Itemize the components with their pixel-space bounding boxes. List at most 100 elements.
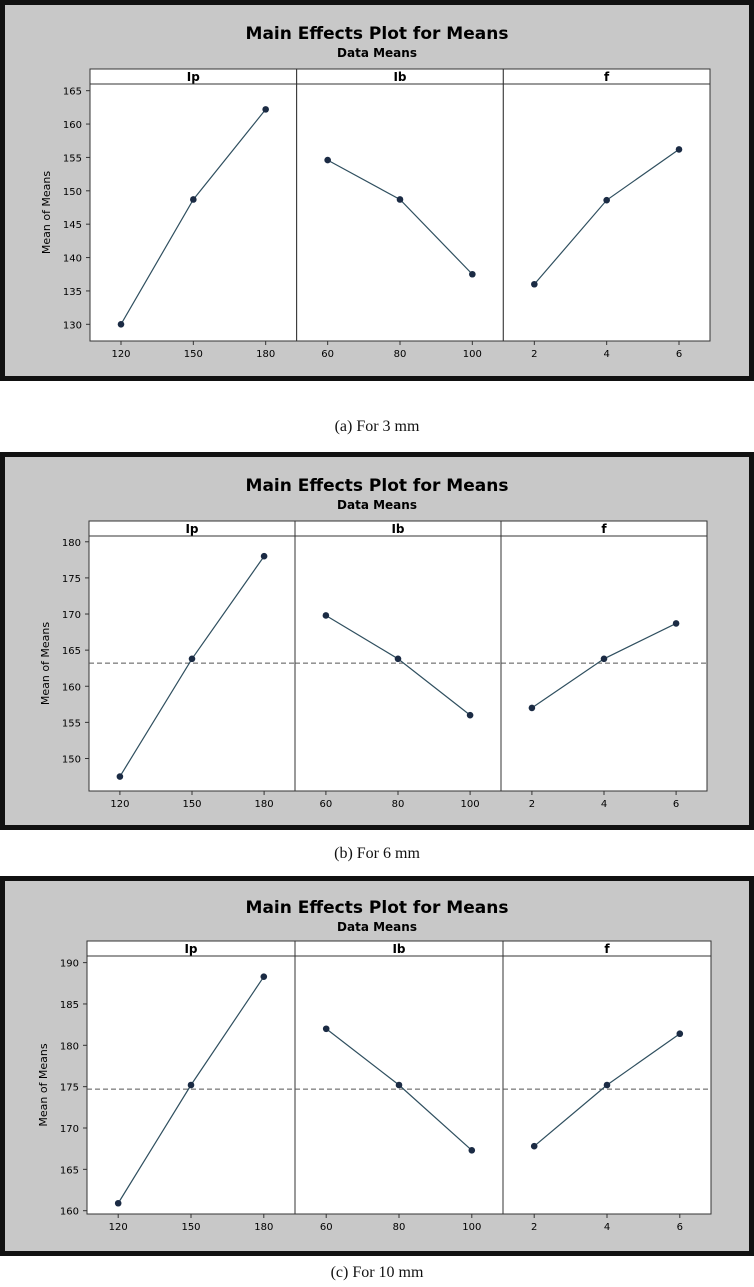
x-tick-label: 180 [256, 349, 275, 360]
caption-a: (a) For 3 mm [334, 418, 420, 435]
x-tick-label: 2 [529, 799, 535, 810]
panel-title-f: f [604, 70, 610, 84]
data-point-ip-120 [114, 1199, 122, 1207]
y-tick-label: 170 [60, 1124, 79, 1135]
panel-plot-area-ib [296, 83, 504, 342]
data-point-f-2 [530, 1142, 538, 1150]
y-tick-label: 150 [62, 754, 81, 765]
main-effects-chart-a: Main Effects Plot for Means Data Means Mea… [5, 5, 749, 376]
y-tick-label: 175 [60, 1083, 79, 1094]
y-tick-label: 160 [63, 120, 82, 131]
data-point-f-2 [531, 280, 538, 288]
data-point-f-2 [528, 704, 536, 712]
data-point-ib-100 [469, 270, 476, 278]
y-tick-label: 160 [62, 682, 81, 693]
data-point-f-4 [603, 1081, 611, 1089]
x-tick-label: 2 [531, 349, 537, 360]
data-point-ip-180 [262, 106, 269, 113]
panel-plot-area-f [502, 83, 711, 342]
y-tick-label: 180 [60, 1041, 79, 1052]
x-tick-label: 180 [255, 799, 274, 810]
x-tick-label: 4 [604, 1222, 610, 1233]
data-point-ib-60 [324, 156, 331, 164]
y-axis-label: Mean of Means [37, 1043, 50, 1127]
x-tick-label: 120 [109, 1222, 128, 1233]
y-tick-label: 140 [63, 254, 82, 265]
x-tick-label: 120 [111, 349, 130, 360]
data-point-f-6 [675, 146, 683, 153]
data-point-ip-150 [187, 1081, 195, 1089]
panel-title-ip: Ip [185, 522, 198, 536]
chart-c-frame: Main Effects Plot for Means Data Means Mea… [0, 876, 754, 1256]
y-tick-label: 160 [60, 1207, 79, 1218]
y-tick-label: 170 [62, 610, 81, 621]
chart-a-frame: Main Effects Plot for Means Data Means Mea… [0, 0, 754, 381]
data-point-ip-150 [190, 196, 197, 203]
chart-title: Main Effects Plot for Means [246, 476, 509, 496]
panel-title-f: f [601, 522, 607, 536]
data-point-ip-120 [117, 321, 125, 328]
panel-plot-area-ip [88, 535, 296, 792]
x-tick-label: 60 [320, 799, 333, 810]
panel-title-f: f [604, 942, 610, 956]
x-tick-label: 60 [320, 1222, 333, 1233]
y-tick-label: 135 [63, 287, 82, 298]
caption-b: (b) For 6 mm [334, 845, 420, 862]
x-tick-label: 120 [110, 799, 129, 810]
chart-b-frame: Main Effects Plot for Means Data Means Mea… [0, 452, 754, 830]
caption-c: (c) For 10 mm [330, 1264, 424, 1281]
data-point-f-4 [600, 655, 608, 663]
data-point-ib-60 [322, 1025, 330, 1033]
x-tick-label: 150 [184, 349, 203, 360]
y-tick-label: 165 [60, 1165, 79, 1176]
x-tick-label: 80 [393, 1222, 406, 1233]
x-tick-label: 100 [461, 799, 480, 810]
data-point-ib-80 [394, 655, 402, 663]
x-tick-label: 60 [321, 349, 334, 360]
data-point-ib-80 [396, 196, 404, 203]
main-effects-chart-c: Main Effects Plot for Means Data Means Mea… [5, 881, 749, 1251]
x-tick-label: 80 [392, 799, 405, 810]
x-tick-label: 6 [676, 349, 682, 360]
x-tick-label: 2 [531, 1222, 537, 1233]
panel-title-ib: Ib [391, 522, 404, 536]
x-tick-label: 180 [254, 1222, 273, 1233]
panel-plot-area-ip [89, 83, 298, 342]
x-tick-label: 4 [601, 799, 607, 810]
data-point-ib-100 [466, 711, 474, 719]
panel-title-ib: Ib [392, 942, 405, 956]
y-tick-label: 190 [60, 959, 79, 970]
data-point-ib-80 [395, 1081, 403, 1089]
x-tick-label: 6 [673, 799, 679, 810]
x-tick-label: 6 [677, 1222, 683, 1233]
chart-subtitle: Data Means [337, 498, 417, 512]
data-point-f-6 [672, 620, 680, 627]
y-axis-label: Mean of Means [39, 622, 52, 706]
x-tick-label: 100 [462, 1222, 481, 1233]
data-point-f-6 [676, 1030, 684, 1038]
chart-subtitle: Data Means [337, 920, 417, 934]
y-tick-label: 145 [63, 220, 82, 231]
x-tick-label: 150 [182, 799, 201, 810]
data-point-ip-120 [116, 773, 124, 780]
y-tick-label: 180 [62, 538, 81, 549]
chart-title: Main Effects Plot for Means [246, 898, 509, 918]
y-tick-label: 155 [62, 718, 81, 729]
main-effects-chart-b: Main Effects Plot for Means Data Means Mea… [5, 457, 749, 825]
data-point-ib-60 [322, 612, 330, 619]
y-tick-label: 165 [63, 87, 82, 98]
panel-title-ip: Ip [184, 942, 197, 956]
y-tick-label: 185 [60, 1000, 79, 1011]
panel-plot-area-f [500, 535, 708, 792]
data-point-ib-100 [468, 1147, 476, 1154]
y-tick-label: 150 [63, 187, 82, 198]
x-tick-label: 100 [463, 349, 482, 360]
x-tick-label: 150 [181, 1222, 200, 1233]
x-tick-label: 80 [394, 349, 407, 360]
data-point-ip-180 [260, 973, 268, 980]
chart-subtitle: Data Means [337, 46, 417, 60]
y-tick-label: 130 [63, 320, 82, 331]
y-tick-label: 175 [62, 574, 81, 585]
y-axis-label: Mean of Means [40, 171, 53, 255]
data-point-f-4 [603, 196, 610, 204]
